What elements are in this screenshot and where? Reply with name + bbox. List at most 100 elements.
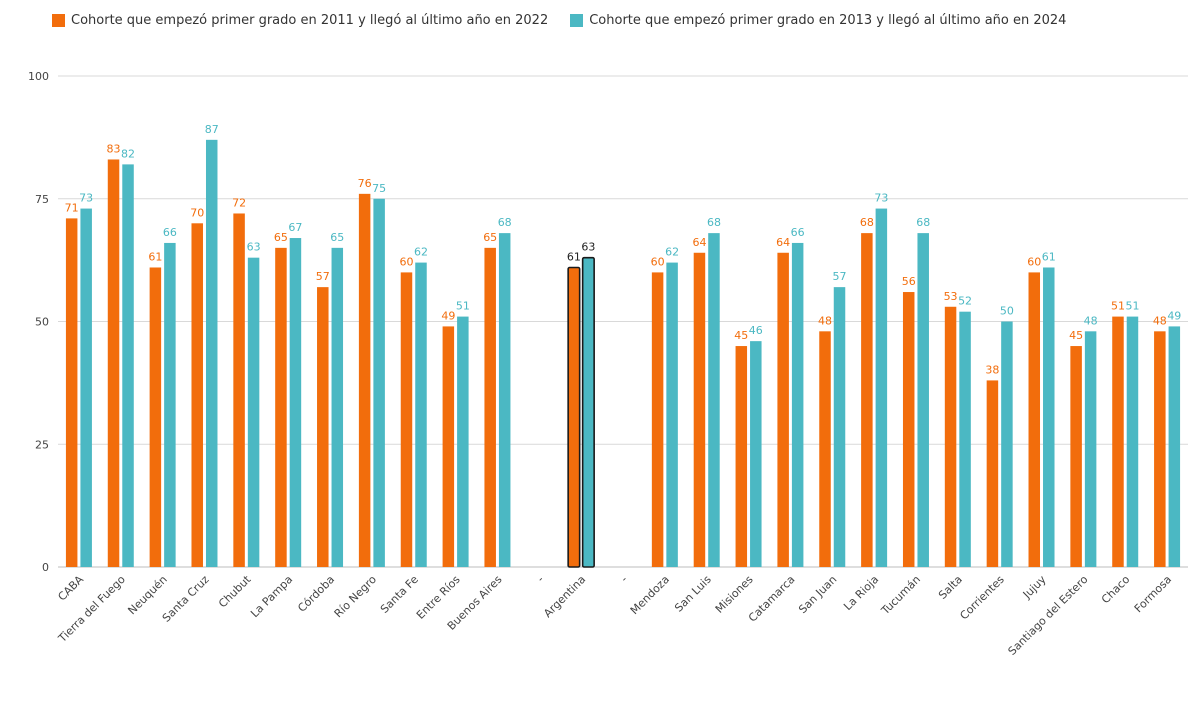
bar-series-1 [358, 193, 371, 567]
data-label-series-2: 48 [1084, 314, 1098, 327]
bar-series-2 [791, 242, 804, 567]
data-label-series-2: 63 [247, 241, 261, 254]
bar-series-2 [875, 208, 888, 567]
bar-series-1 [1028, 272, 1041, 567]
bar-series-2 [1084, 331, 1097, 567]
bar-series-2 [1043, 267, 1055, 567]
x-tick-label: - [534, 573, 546, 585]
data-label-series-2: 63 [581, 241, 595, 254]
bar-series-2 [1001, 321, 1013, 567]
x-tick-label: Chubut [216, 572, 254, 610]
legend-label-series-2: Cohorte que empezó primer grado en 2013 … [589, 12, 1067, 28]
bar-series-1 [233, 213, 245, 568]
x-tick-label: La Rioja [841, 573, 881, 613]
data-label-series-2: 73 [79, 192, 93, 205]
bar-series-1 [275, 247, 287, 567]
x-tick-label: Chaco [1099, 573, 1133, 607]
data-label-series-1: 56 [902, 275, 916, 288]
data-label-series-2: 66 [163, 226, 177, 239]
data-label-series-1: 60 [1027, 255, 1041, 268]
bar-series-2 [373, 198, 385, 567]
data-label-series-2: 51 [456, 300, 470, 313]
data-label-series-2: 68 [498, 216, 512, 229]
bar-series-1 [567, 266, 581, 568]
x-tick-label: CABA [55, 573, 86, 604]
data-label-series-2: 46 [749, 324, 763, 337]
data-label-series-1: 45 [1069, 329, 1083, 342]
bar-series-2 [205, 139, 218, 567]
legend-item-series-2[interactable]: Cohorte que empezó primer grado en 2013 … [570, 13, 1066, 28]
data-label-series-1: 76 [358, 177, 372, 190]
bar-series-1 [484, 247, 496, 567]
bar-series-2 [708, 233, 720, 567]
data-label-series-1: 45 [734, 329, 748, 342]
data-label-series-2: 52 [958, 295, 972, 308]
data-label-series-1: 61 [148, 250, 162, 263]
bar-series-1 [735, 346, 748, 567]
data-label-series-2: 62 [414, 246, 428, 259]
bar-series-2 [457, 316, 469, 567]
bar-series-1 [651, 272, 664, 567]
data-label-series-2: 50 [1000, 305, 1014, 318]
y-tick-label: 0 [42, 561, 49, 574]
data-label-series-1: 70 [190, 206, 204, 219]
bar-series-1 [1070, 346, 1082, 567]
legend-label-series-1: Cohorte que empezó primer grado en 2011 … [71, 12, 549, 28]
data-label-series-2: 49 [1167, 309, 1181, 322]
bar-series-2 [666, 262, 678, 567]
data-label-series-1: 64 [776, 236, 790, 249]
bar-series-1 [149, 267, 162, 567]
x-tick-label: Río Negro [332, 573, 380, 621]
bar-series-2 [833, 287, 846, 567]
bar-series-1 [442, 326, 455, 567]
data-label-series-1: 72 [232, 196, 246, 209]
data-label-series-2: 82 [121, 147, 135, 160]
x-tick-label: Santa Fe [378, 573, 421, 616]
data-label-series-2: 68 [916, 216, 930, 229]
chart-legend: Cohorte que empezó primer grado en 2011 … [52, 8, 1066, 32]
bar-series-2 [581, 256, 595, 568]
legend-swatch-series-2 [570, 13, 584, 27]
y-tick-label: 25 [35, 438, 49, 451]
data-label-series-2: 75 [372, 182, 386, 195]
bar-series-2 [750, 341, 762, 567]
data-label-series-1: 60 [399, 255, 413, 268]
y-tick-label: 75 [35, 193, 49, 206]
legend-swatch-series-1 [52, 13, 65, 27]
data-label-series-2: 57 [833, 270, 847, 283]
bar-series-1 [1112, 316, 1124, 567]
data-label-series-2: 67 [288, 221, 302, 234]
data-label-series-2: 68 [707, 216, 721, 229]
data-label-series-2: 65 [330, 231, 344, 244]
data-label-series-1: 49 [441, 309, 455, 322]
bar-series-2 [415, 262, 427, 567]
data-label-series-2: 61 [1042, 250, 1056, 263]
bar-series-1 [777, 252, 789, 567]
bar-series-1 [693, 252, 706, 567]
data-label-series-2: 51 [1125, 300, 1139, 313]
data-label-series-1: 61 [567, 250, 581, 263]
data-label-series-1: 65 [483, 231, 497, 244]
bar-series-2 [331, 247, 344, 567]
bar-series-1 [65, 218, 78, 567]
bar-series-1 [400, 272, 413, 567]
data-label-series-1: 48 [1153, 314, 1167, 327]
bar-series-1 [1154, 331, 1166, 567]
bar-series-2 [247, 257, 260, 567]
bar-series-2 [164, 242, 176, 567]
data-label-series-1: 83 [107, 142, 121, 155]
bar-series-2 [122, 164, 134, 567]
bar-series-2 [498, 233, 511, 567]
x-tick-label: Mendoza [628, 573, 672, 617]
bar-series-1 [317, 287, 329, 567]
bar-series-1 [861, 233, 873, 567]
x-tick-label: Misiones [713, 573, 756, 616]
bar-series-1 [902, 292, 915, 567]
x-tick-label: San Juan [796, 573, 839, 616]
bar-series-2 [80, 208, 92, 567]
legend-item-series-1[interactable]: Cohorte que empezó primer grado en 2011 … [52, 13, 548, 28]
bar-series-1 [986, 380, 999, 567]
data-label-series-1: 38 [985, 363, 999, 376]
x-tick-label: - [618, 573, 630, 585]
